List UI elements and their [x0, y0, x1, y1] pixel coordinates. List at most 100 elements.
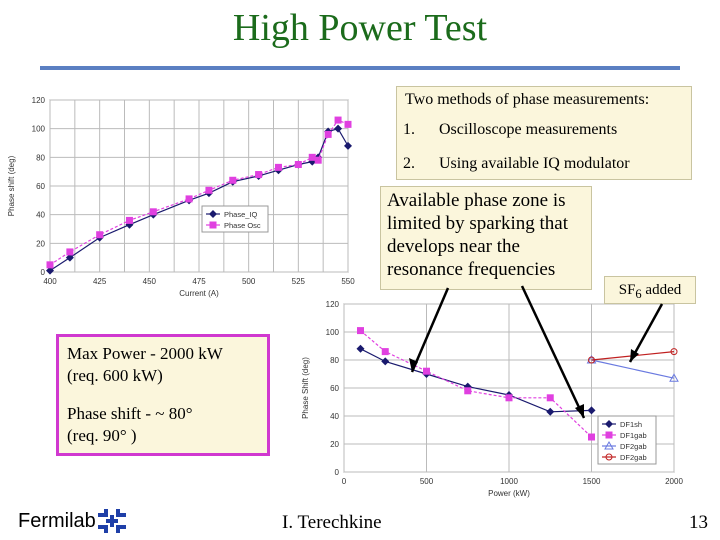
sf6-base: SF — [618, 282, 636, 298]
data-point — [357, 327, 364, 335]
legend-label: DF1gab — [620, 431, 647, 440]
x-tick-label: 450 — [143, 277, 157, 286]
y-axis-label: Phase shift (deg) — [7, 155, 16, 216]
y-tick-label: 20 — [330, 440, 339, 449]
method-num: 1. — [403, 121, 415, 138]
x-tick-label: 500 — [242, 277, 256, 286]
data-point — [463, 382, 472, 391]
series-line — [591, 359, 675, 379]
data-point — [356, 344, 365, 353]
series-line — [49, 119, 349, 266]
data-point — [344, 141, 352, 150]
data-point — [255, 171, 263, 179]
data-point — [65, 253, 74, 262]
sf6-note: SF6 added — [604, 276, 696, 304]
data-point — [324, 130, 332, 138]
method-text: Using available IQ modulator — [439, 155, 630, 172]
y-tick-label: 60 — [330, 384, 339, 393]
legend-marker — [605, 453, 613, 461]
x-tick-label: 2000 — [665, 477, 683, 486]
y-tick-label: 100 — [32, 125, 46, 134]
data-point — [670, 348, 678, 356]
x-tick-label: 500 — [420, 477, 434, 486]
data-point — [334, 124, 343, 133]
x-tick-label: 1000 — [500, 477, 518, 486]
data-point — [308, 153, 316, 161]
y-tick-label: 0 — [41, 268, 46, 277]
legend-label: Phase_IQ — [224, 210, 258, 219]
legend-label: DF2gab — [620, 453, 647, 462]
x-tick-label: 425 — [93, 277, 107, 286]
title-divider — [40, 66, 680, 70]
data-point — [96, 231, 104, 239]
methods-callout: Two methods of phase measurements: 1. Os… — [396, 86, 692, 180]
sparking-note: Available phase zone is limited by spark… — [380, 186, 592, 290]
x-axis-label: Power (kW) — [488, 489, 530, 498]
y-tick-label: 120 — [326, 300, 340, 309]
y-tick-label: 0 — [335, 468, 340, 477]
power-phase-chart: 0 20 40 60 80 100 120 0 500 1000 1500 2000 Power (kW… — [301, 300, 683, 498]
methods-heading: Two methods of phase measurements: — [405, 91, 650, 108]
method-num: 2. — [403, 155, 415, 172]
series-line — [49, 127, 349, 272]
data-point — [381, 348, 389, 356]
x-tick-label: 525 — [292, 277, 306, 286]
x-tick-label: 475 — [192, 277, 206, 286]
data-point — [588, 356, 595, 364]
max-power-box: Max Power - 2000 kW (req. 600 kW) Phase … — [56, 334, 270, 456]
y-tick-label: 80 — [330, 356, 339, 365]
data-point — [669, 373, 679, 382]
phase-shift-req: (req. 90° ) — [67, 426, 137, 445]
y-tick-label: 20 — [36, 239, 45, 248]
method-text: Oscilloscope measurements — [439, 121, 618, 138]
data-point — [334, 116, 342, 124]
x-tick-label: 400 — [43, 277, 57, 286]
x-tick-label: 550 — [341, 277, 355, 286]
data-point — [149, 208, 157, 216]
author-name: I. Terechkine — [282, 512, 382, 533]
y-tick-label: 80 — [36, 153, 45, 162]
legend-marker — [209, 221, 217, 229]
legend-label: DF2gab — [620, 442, 647, 451]
data-point — [46, 266, 54, 275]
data-point — [185, 195, 193, 203]
data-point — [423, 367, 430, 375]
data-point — [546, 394, 554, 402]
data-point — [125, 216, 133, 224]
data-point — [274, 163, 282, 171]
data-point — [464, 387, 472, 395]
page-number: 13 — [689, 512, 708, 533]
current-phase-chart: 0 20 40 60 80 100 120 400 425 450 475 500 525 550 Curr… — [7, 96, 355, 298]
data-point — [344, 120, 352, 128]
data-point — [587, 406, 596, 415]
y-tick-label: 120 — [32, 96, 46, 105]
data-point — [229, 176, 237, 184]
data-point — [205, 186, 213, 194]
phase-shift-line: Phase shift - ~ 80° — [67, 404, 193, 423]
legend-marker — [605, 420, 613, 428]
data-point — [381, 357, 390, 366]
y-tick-label: 60 — [36, 182, 45, 191]
x-tick-label: 0 — [342, 477, 347, 486]
method-item: 2. Using available IQ modulator — [403, 155, 630, 173]
legend-marker — [604, 440, 614, 450]
fermilab-logo-text: Fermilab — [18, 510, 96, 532]
legend-label: DF1sh — [620, 420, 642, 429]
legend-marker — [605, 431, 613, 439]
max-power-req: (req. 600 kW) — [67, 366, 163, 385]
slide-title: High Power Test — [232, 7, 488, 49]
y-tick-label: 40 — [36, 211, 45, 220]
data-point — [314, 156, 322, 164]
data-point — [66, 248, 74, 256]
y-axis-label: Phase Shift (deg) — [301, 357, 310, 419]
legend-marker — [209, 210, 217, 218]
x-tick-label: 1500 — [583, 477, 601, 486]
data-point — [294, 161, 302, 168]
y-tick-label: 40 — [330, 412, 339, 421]
data-point — [505, 394, 513, 402]
data-point — [588, 433, 595, 441]
sf6-rest: added — [641, 282, 682, 298]
sf6-subscript: 6 — [635, 287, 642, 301]
x-axis-label: Current (A) — [179, 289, 219, 298]
max-power-line: Max Power - 2000 kW — [67, 344, 223, 363]
